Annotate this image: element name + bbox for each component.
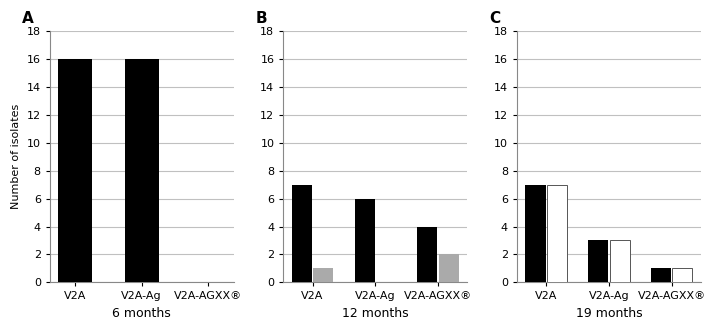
Bar — [58, 59, 92, 282]
Bar — [125, 59, 158, 282]
Bar — [610, 240, 630, 282]
Bar — [354, 199, 374, 282]
Text: B: B — [256, 11, 268, 26]
Bar — [651, 268, 671, 282]
Bar — [526, 185, 546, 282]
Bar — [588, 240, 608, 282]
X-axis label: 19 months: 19 months — [575, 307, 642, 320]
Text: A: A — [22, 11, 34, 26]
Y-axis label: Number of isolates: Number of isolates — [11, 104, 21, 210]
Bar — [546, 185, 567, 282]
Bar — [418, 226, 438, 282]
Bar — [672, 268, 693, 282]
X-axis label: 12 months: 12 months — [342, 307, 409, 320]
Bar — [292, 185, 312, 282]
X-axis label: 6 months: 6 months — [112, 307, 171, 320]
Text: C: C — [490, 11, 500, 26]
Bar — [438, 255, 459, 282]
Bar — [313, 268, 333, 282]
